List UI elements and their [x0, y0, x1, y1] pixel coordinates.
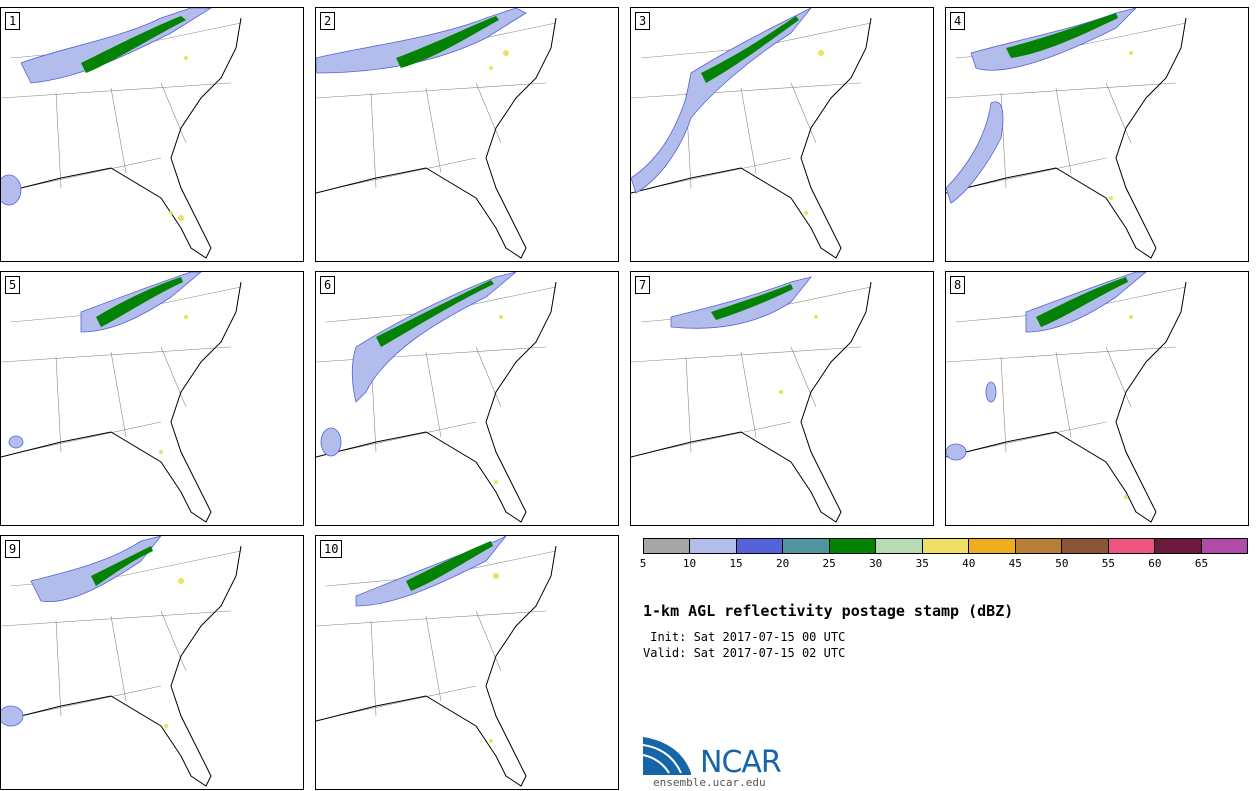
colorbar-tick-label: 45: [1008, 557, 1022, 570]
logo-url: ensemble.ucar.edu: [653, 776, 766, 789]
colorbar-tick-label: 60: [1148, 557, 1162, 570]
colorbar-swatch: [1015, 539, 1063, 553]
member-label: 1: [5, 12, 21, 30]
ncar-logo-icon: [643, 737, 691, 775]
member-label: 6: [320, 276, 336, 294]
member-panel-1: 1: [0, 7, 304, 262]
member-label: 2: [320, 12, 336, 30]
reflectivity-map: [316, 272, 557, 523]
colorbar-tick-label: 25: [822, 557, 836, 570]
member-panel-10: 10: [315, 535, 619, 790]
colorbar-tick-label: 30: [869, 557, 883, 570]
reflectivity-map: [1, 536, 242, 787]
reflectivity-map: [1, 272, 242, 523]
colorbar-swatch: [1155, 539, 1202, 553]
reflectivity-map: [631, 8, 872, 259]
colorbar-swatch: [1062, 539, 1109, 553]
colorbar-tick-label: 5: [639, 557, 647, 570]
colorbar-tick-label: 15: [729, 557, 743, 570]
valid-time: Valid: Sat 2017-07-15 02 UTC: [643, 646, 846, 660]
colorbar-tick-label: 40: [962, 557, 976, 570]
member-label: 5: [5, 276, 21, 294]
member-panel-8: 8: [945, 271, 1249, 526]
colorbar-tick-label: 65: [1194, 557, 1209, 570]
member-panel-4: 4: [945, 7, 1249, 262]
reflectivity-map: [631, 276, 872, 523]
member-panel-3: 3: [630, 7, 934, 262]
member-label: 7: [635, 276, 651, 294]
colorbar-swatch: [690, 539, 737, 553]
colorbar-tick-label: 50: [1055, 557, 1069, 570]
colorbar-tick-label: 10: [682, 557, 697, 570]
colorbar-swatch: [969, 539, 1016, 553]
member-label: 3: [635, 12, 651, 30]
colorbar-swatch: [829, 539, 877, 553]
colorbar-swatch: [876, 539, 923, 553]
member-panel-5: 5: [0, 271, 304, 526]
reflectivity-map: [316, 536, 557, 787]
reflectivity-map: [1, 8, 242, 259]
reflectivity-map: [946, 272, 1187, 523]
colorbar-tick-label: 35: [915, 557, 929, 570]
colorbar-swatch: [1108, 539, 1156, 553]
colorbar-swatch: [1201, 539, 1248, 553]
member-label: 9: [5, 540, 21, 558]
member-label: 4: [950, 12, 966, 30]
colorbar-swatch: [783, 539, 830, 553]
colorbar-swatch: [736, 539, 784, 553]
member-label: 10: [320, 540, 343, 558]
colorbar-swatch: [922, 539, 970, 553]
member-panel-9: 9: [0, 535, 304, 790]
member-panel-7: 7: [630, 271, 934, 526]
colorbar-swatch: [644, 539, 691, 553]
colorbar-tick-label: 20: [775, 557, 790, 570]
reflectivity-map: [946, 8, 1187, 259]
init-time: Init: Sat 2017-07-15 00 UTC: [643, 630, 846, 644]
member-label: 8: [950, 276, 966, 294]
member-panel-2: 2: [315, 7, 619, 262]
reflectivity-map: [316, 8, 557, 259]
ncar-logo-text: NCAR: [700, 745, 782, 780]
colorbar-tick-label: 55: [1101, 557, 1115, 570]
reflectivity-colorbar: [643, 538, 1248, 554]
plot-title: 1-km AGL reflectivity postage stamp (dBZ…: [643, 602, 1014, 620]
member-panel-6: 6: [315, 271, 619, 526]
